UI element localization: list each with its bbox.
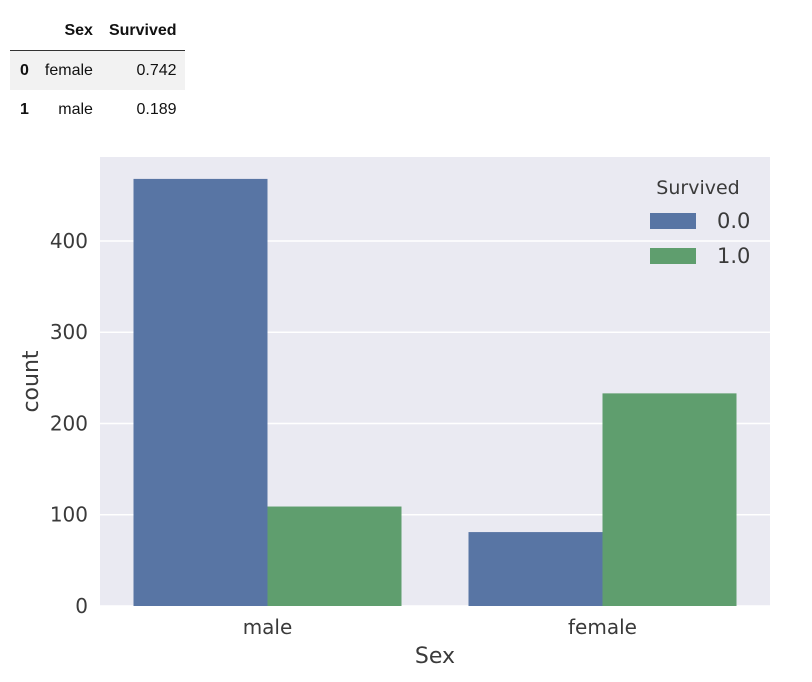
y-axis-label: count xyxy=(19,350,44,412)
bars-group xyxy=(133,178,737,606)
legend-label: 0.0 xyxy=(717,209,750,233)
y-tick-label: 0 xyxy=(75,594,88,618)
legend: Survived 0.0 1.0 xyxy=(650,177,750,268)
bar-male-1.0 xyxy=(267,506,402,606)
index-header xyxy=(10,12,37,51)
y-tick-label: 400 xyxy=(50,229,88,253)
row-index: 1 xyxy=(20,100,29,118)
x-tick-label: female xyxy=(568,615,637,639)
sex-cell: female xyxy=(44,61,93,79)
dataframe-table: Sex Survived 0 female 0.742 1 male 0.189 xyxy=(10,12,185,129)
bar-male-0.0 xyxy=(133,178,268,606)
y-tick-labels: 0 100 200 300 400 xyxy=(50,229,88,618)
sex-cell: male xyxy=(58,100,93,118)
legend-swatch xyxy=(650,248,696,264)
survived-cell: 0.189 xyxy=(136,100,177,118)
legend-swatch xyxy=(650,213,696,229)
table-header-row: Sex Survived xyxy=(10,12,185,51)
bar-female-0.0 xyxy=(468,532,603,606)
row-index: 0 xyxy=(20,61,29,79)
legend-title: Survived xyxy=(656,177,739,199)
x-tick-labels: male female xyxy=(243,615,637,639)
y-tick-label: 300 xyxy=(50,320,88,344)
table-row: 0 female 0.742 xyxy=(10,50,185,90)
legend-label: 1.0 xyxy=(717,244,750,268)
y-tick-label: 100 xyxy=(50,503,88,527)
table-row: 1 male 0.189 xyxy=(10,90,185,129)
survived-header: Survived xyxy=(100,12,185,51)
y-tick-label: 200 xyxy=(50,411,88,435)
bar-female-1.0 xyxy=(602,393,737,606)
x-tick-label: male xyxy=(243,615,293,639)
sex-header: Sex xyxy=(36,12,101,51)
x-axis-label: Sex xyxy=(415,644,455,669)
survived-cell: 0.742 xyxy=(136,61,177,79)
